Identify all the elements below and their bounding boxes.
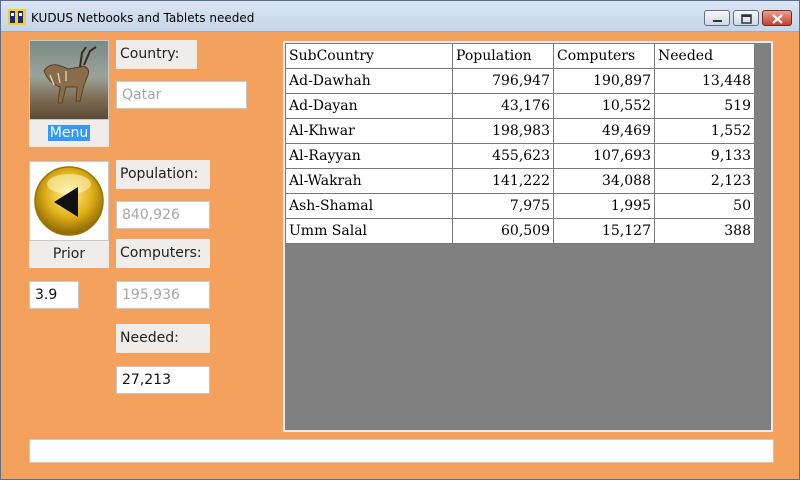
menu-label: Menu xyxy=(47,125,91,141)
computers-label: Computers: xyxy=(116,239,210,268)
minimize-icon xyxy=(713,20,722,22)
window-title: KUDUS Netbooks and Tablets needed xyxy=(31,11,255,25)
status-bar xyxy=(29,439,774,463)
cell-population: 141,222 xyxy=(452,168,554,194)
prior-image[interactable] xyxy=(29,161,109,241)
column-header-subcountry[interactable]: SubCountry xyxy=(285,43,453,69)
cell-computers: 10,552 xyxy=(553,93,655,119)
cell-population: 455,623 xyxy=(452,143,554,169)
table-row[interactable]: Al-Rayyan 455,623 107,693 9,133 xyxy=(285,143,755,169)
column-header-population[interactable]: Population xyxy=(452,43,554,69)
cell-subcountry: Al-Wakrah xyxy=(285,168,453,194)
cell-subcountry: Ad-Dawhah xyxy=(285,68,453,94)
needed-label: Needed: xyxy=(116,324,210,353)
column-header-computers[interactable]: Computers xyxy=(553,43,655,69)
table-row[interactable]: Ash-Shamal 7,975 1,995 50 xyxy=(285,193,755,219)
needed-field[interactable]: 27,213 xyxy=(116,366,210,394)
table-header-row: SubCountry Population Computers Needed xyxy=(285,43,755,69)
cell-subcountry: Al-Khwar xyxy=(285,118,453,144)
cell-computers: 15,127 xyxy=(553,218,655,244)
population-field[interactable]: 840,926 xyxy=(116,201,210,229)
prior-label: Prior xyxy=(52,246,86,262)
cell-computers: 190,897 xyxy=(553,68,655,94)
cell-needed: 519 xyxy=(654,93,755,119)
close-button[interactable] xyxy=(762,10,792,26)
maximize-button[interactable] xyxy=(733,10,759,26)
app-icon xyxy=(8,9,26,25)
cell-population: 198,983 xyxy=(452,118,554,144)
country-label: Country: xyxy=(116,40,197,69)
cell-subcountry: Ad-Dayan xyxy=(285,93,453,119)
close-icon xyxy=(772,14,783,24)
cell-computers: 107,693 xyxy=(553,143,655,169)
back-arrow-icon xyxy=(34,166,104,236)
kudu-icon xyxy=(43,46,97,104)
cell-subcountry: Ash-Shamal xyxy=(285,193,453,219)
table-row[interactable]: Umm Salal 60,509 15,127 388 xyxy=(285,218,755,244)
prior-button[interactable]: Prior xyxy=(29,241,109,268)
version-field: 3.9 xyxy=(29,281,79,309)
cell-population: 7,975 xyxy=(452,193,554,219)
title-bar[interactable]: KUDUS Netbooks and Tablets needed xyxy=(1,1,799,32)
cell-population: 796,947 xyxy=(452,68,554,94)
cell-needed: 9,133 xyxy=(654,143,755,169)
table-row[interactable]: Ad-Dawhah 796,947 190,897 13,448 xyxy=(285,68,755,94)
subcountry-table: SubCountry Population Computers Needed A… xyxy=(285,43,755,244)
cell-subcountry: Umm Salal xyxy=(285,218,453,244)
table-row[interactable]: Al-Wakrah 141,222 34,088 2,123 xyxy=(285,168,755,194)
cell-needed: 2,123 xyxy=(654,168,755,194)
cell-needed: 388 xyxy=(654,218,755,244)
minimize-button[interactable] xyxy=(704,10,730,26)
menu-button[interactable]: Menu xyxy=(29,120,109,147)
cell-population: 60,509 xyxy=(452,218,554,244)
kudu-menu-image[interactable] xyxy=(29,40,109,120)
cell-needed: 13,448 xyxy=(654,68,755,94)
country-field[interactable]: Qatar xyxy=(116,81,247,109)
table-row[interactable]: Al-Khwar 198,983 49,469 1,552 xyxy=(285,118,755,144)
population-label: Population: xyxy=(116,160,210,189)
cell-computers: 34,088 xyxy=(553,168,655,194)
subcountry-grid[interactable]: SubCountry Population Computers Needed A… xyxy=(283,41,773,432)
cell-needed: 1,552 xyxy=(654,118,755,144)
cell-needed: 50 xyxy=(654,193,755,219)
cell-computers: 1,995 xyxy=(553,193,655,219)
maximize-icon xyxy=(741,14,752,24)
cell-population: 43,176 xyxy=(452,93,554,119)
column-header-needed[interactable]: Needed xyxy=(654,43,755,69)
computers-field[interactable]: 195,936 xyxy=(116,281,210,309)
table-row[interactable]: Ad-Dayan 43,176 10,552 519 xyxy=(285,93,755,119)
cell-computers: 49,469 xyxy=(553,118,655,144)
cell-subcountry: Al-Rayyan xyxy=(285,143,453,169)
